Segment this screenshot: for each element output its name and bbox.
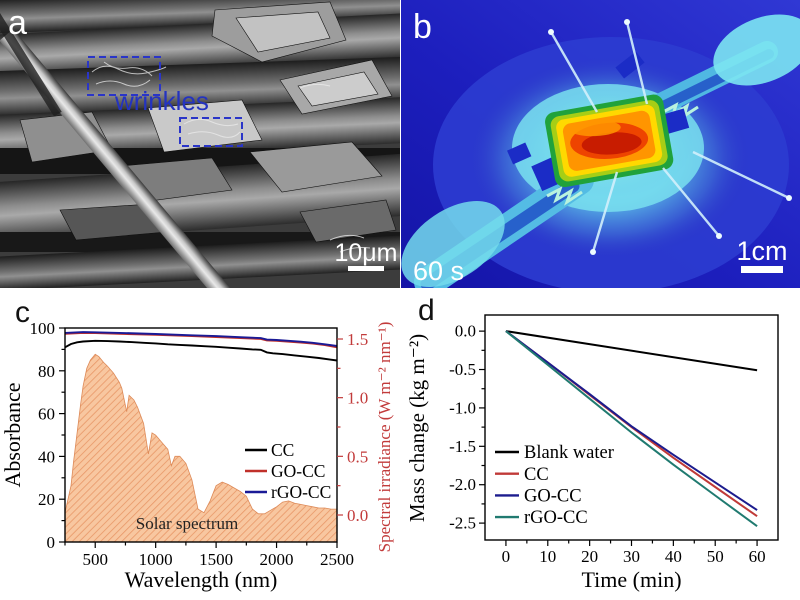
right-clip-arm <box>646 14 800 120</box>
series-rGO-CC <box>64 331 338 347</box>
x-tick-label: 500 <box>82 550 108 569</box>
legend-label: GO-CC <box>524 487 582 507</box>
needle-tips <box>548 19 792 255</box>
scale-bar-b <box>741 266 783 273</box>
y-tick-label: 0.0 <box>455 322 476 341</box>
y-tick-label: 20 <box>38 490 55 509</box>
wrinkles-annotation: wrinkles <box>114 86 209 116</box>
legend-item-GO-CC: GO-CC <box>495 487 582 507</box>
x-tick-label: 2000 <box>260 550 294 569</box>
panel-d-letter: d <box>418 294 435 327</box>
wrinkles-box-1 <box>87 56 161 96</box>
mass-change-chart-svg: 0 10 20 30 40 50 60 0.0 -0.5 -1.0 -1.5 -2.0 -2.5 Time… <box>405 314 779 592</box>
legend-item-CC: CC <box>495 465 549 485</box>
y-tick-label: 60 <box>38 405 55 424</box>
series-Blank-water <box>505 330 758 372</box>
legend-item-GO-CC: GO-CC <box>245 461 325 481</box>
right-y-tick-label: 1.5 <box>347 330 368 349</box>
legend-label: CC <box>271 440 294 460</box>
legend-label: Blank water <box>524 443 614 463</box>
x-tick-label: 20 <box>581 547 598 566</box>
y-tick-label: -0.5 <box>449 360 476 379</box>
thermocouple-needles <box>549 21 790 253</box>
y-tick-label: 40 <box>38 447 55 466</box>
legend-item-rGO-CC: rGO-CC <box>495 508 588 528</box>
legend-label: GO-CC <box>271 461 325 481</box>
y-tick-label: 100 <box>30 319 56 338</box>
x-tick-label: 60 <box>749 547 766 566</box>
x-tick-label: 10 <box>539 547 556 566</box>
y-tick-label: -1.5 <box>449 437 476 456</box>
legend-label: CC <box>524 465 549 485</box>
diagonal-fiber-shadow <box>0 9 62 117</box>
x-tick-label: 2500 <box>320 550 354 569</box>
x-axis-label: Wavelength (nm) <box>125 567 278 592</box>
x-tick-label: 30 <box>623 547 640 566</box>
panel-d-mass-change-chart: 0 10 20 30 40 50 60 0.0 -0.5 -1.0 -1.5 -2.0 -2.5 Time… <box>400 295 800 600</box>
legend-item-Blank-water: Blank water <box>495 443 614 463</box>
solar-spectrum-annotation: Solar spectrum <box>136 514 238 533</box>
panel-b-letter: b <box>413 8 432 46</box>
panel-a-sem-image: wrinkles a 10μm <box>0 0 400 288</box>
x-tick-label: 0 <box>502 547 511 566</box>
x-axis-label: Time (min) <box>581 567 681 592</box>
legend-label: rGO-CC <box>524 508 588 528</box>
sem-micrograph: wrinkles a 10μm <box>0 0 400 288</box>
y-tick-label: 80 <box>38 362 55 381</box>
x-tick-label: 50 <box>707 547 724 566</box>
right-y-tick-label: 1.0 <box>347 389 368 408</box>
scale-bar-a <box>348 266 384 271</box>
evaporator-device <box>545 94 674 188</box>
panel-a-letter: a <box>8 4 27 42</box>
y-tick-label: -2.5 <box>449 514 476 533</box>
x-tick-label: 1500 <box>199 550 233 569</box>
y-axis-label: Mass change (kg m⁻²) <box>405 334 429 522</box>
diagonal-fiber <box>0 29 239 288</box>
legend-item-CC: CC <box>245 440 294 460</box>
solar-spectrum-area <box>64 353 338 543</box>
y-tick-label: -1.0 <box>449 398 476 417</box>
series-GO-CC <box>505 330 758 511</box>
legend-item-rGO-CC: rGO-CC <box>245 482 331 502</box>
scale-bar-label-a: 10μm <box>334 239 397 267</box>
series-rGO-CC <box>505 330 758 528</box>
right-y-tick-label: 0.5 <box>347 447 368 466</box>
y-tick-label: -2.0 <box>449 475 476 494</box>
right-y-axis-label: Spectral irradiance (W m⁻² nm⁻¹) <box>375 322 394 553</box>
graphene-flakes <box>19 1 397 243</box>
x-tick-label: 1000 <box>139 550 173 569</box>
absorbance-chart-svg: 500 1000 1500 2000 2500 0 20 40 60 80 100 0.0 0.5 1.0… <box>0 319 394 592</box>
y-tick-label: 0 <box>47 533 56 552</box>
series-CC <box>64 339 338 362</box>
panel-c-letter: c <box>15 296 30 329</box>
right-y-tick-label: 0.0 <box>347 506 368 525</box>
panel-c-absorbance-chart: 500 1000 1500 2000 2500 0 20 40 60 80 100 0.0 0.5 1.0… <box>0 295 400 600</box>
scale-bar-label-b: 1cm <box>736 236 787 266</box>
wrinkle-texture <box>91 61 371 253</box>
wrinkles-box-2 <box>179 117 243 147</box>
left-clip-arm <box>401 165 594 288</box>
panel-b-thermal-image: b 60 s 1cm <box>401 0 800 288</box>
x-tick-label: 40 <box>665 547 682 566</box>
thermal-image: b 60 s 1cm <box>401 0 800 288</box>
left-y-axis-label: Absorbance <box>0 382 25 487</box>
elapsed-time-label: 60 s <box>413 256 464 286</box>
legend-label: rGO-CC <box>271 482 331 502</box>
